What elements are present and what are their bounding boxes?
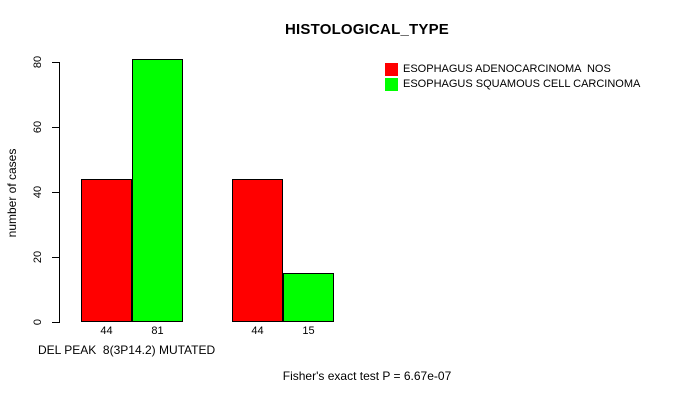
bar-value-label: 15 xyxy=(302,325,315,337)
y-axis-line xyxy=(59,62,60,323)
y-tick-mark xyxy=(52,62,59,63)
bar-value-label: 44 xyxy=(100,325,113,337)
y-tick-label: 20 xyxy=(32,250,44,264)
y-tick-label: 60 xyxy=(32,120,44,134)
y-tick-label: 80 xyxy=(32,55,44,69)
bar xyxy=(232,179,283,322)
y-tick-mark xyxy=(52,257,59,258)
x-axis-caption: DEL PEAK 8(3P14.2) MUTATED xyxy=(38,343,216,357)
chart-title: HISTOLOGICAL_TYPE xyxy=(285,21,449,38)
bar xyxy=(283,273,334,322)
legend-label: ESOPHAGUS SQUAMOUS CELL CARCINOMA xyxy=(403,78,641,90)
legend: ESOPHAGUS ADENOCARCINOMA NOS ESOPHAGUS SQ… xyxy=(385,62,640,92)
legend-swatch-icon xyxy=(385,63,398,76)
y-tick-label: 40 xyxy=(32,185,44,199)
bar xyxy=(81,179,132,322)
bar-value-label: 44 xyxy=(251,325,264,337)
y-axis-title: number of cases xyxy=(5,148,19,238)
y-tick-label: 0 xyxy=(32,318,44,326)
legend-swatch-icon xyxy=(385,78,398,91)
y-tick-mark xyxy=(52,322,59,323)
bar xyxy=(132,59,183,322)
legend-item: ESOPHAGUS ADENOCARCINOMA NOS xyxy=(385,62,640,77)
footer-stat: Fisher's exact test P = 6.67e-07 xyxy=(282,369,452,383)
legend-label: ESOPHAGUS ADENOCARCINOMA NOS xyxy=(403,63,611,75)
y-tick-mark xyxy=(52,127,59,128)
legend-item: ESOPHAGUS SQUAMOUS CELL CARCINOMA xyxy=(385,77,640,92)
bar-value-label: 81 xyxy=(151,325,164,337)
y-tick-mark xyxy=(52,192,59,193)
